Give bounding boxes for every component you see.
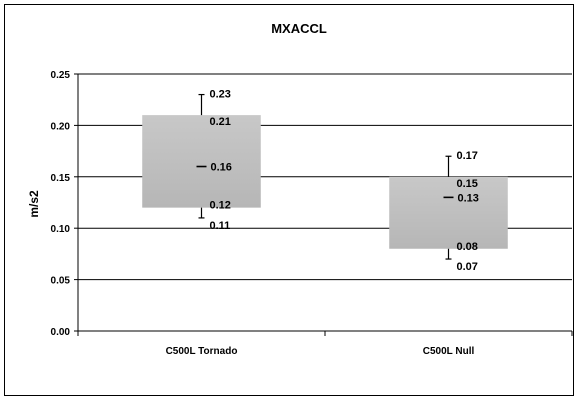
data-label-q1: 0.12 [210,200,231,212]
data-label-mean: 0.13 [458,192,479,204]
data-label-min: 0.07 [457,261,478,273]
y-tick-label: 0.05 [51,276,71,287]
box-rect [389,176,508,249]
data-label-q1: 0.08 [457,241,478,253]
chart-title: MXACCL [271,21,327,36]
data-label-mean: 0.16 [211,162,232,174]
box-rect [142,115,261,208]
y-tick-label: 0.10 [51,224,71,235]
x-tick-label: C500L Null [423,346,475,357]
y-tick-label: 0.15 [51,173,71,184]
data-label-max: 0.17 [457,150,478,162]
data-label-q3: 0.21 [210,116,231,128]
x-tick-label: C500L Tornado [166,346,238,357]
y-tick-label: 0.20 [51,121,71,132]
data-label-min: 0.11 [210,220,231,232]
data-label-max: 0.23 [210,89,231,101]
y-tick-label: 0.00 [51,327,71,338]
y-tick-label: 0.25 [51,70,71,81]
data-label-q3: 0.15 [457,178,478,190]
y-axis-label: m/s2 [27,190,41,218]
plot-area: 0.00 0.05 0.10 0.15 0.20 0.25 C500L Tornado C50… [51,70,573,357]
